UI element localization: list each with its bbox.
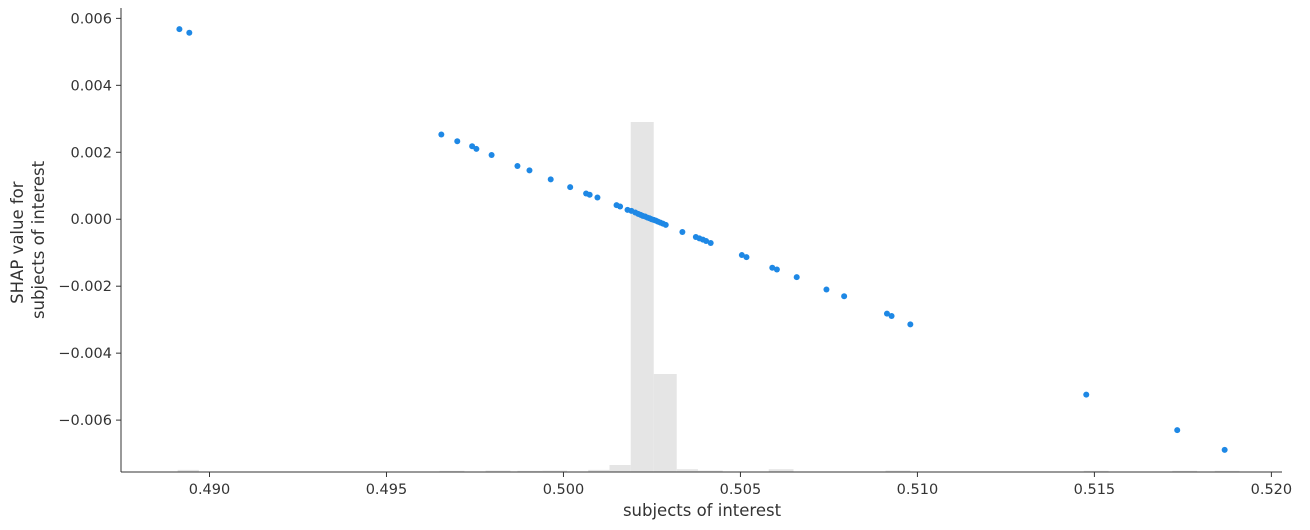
histogram-bar-13 xyxy=(1083,470,1109,472)
data-point-36 xyxy=(703,238,710,244)
scatter-points xyxy=(176,26,1228,453)
data-point-41 xyxy=(773,266,780,273)
data-point-10 xyxy=(567,184,574,191)
data-point-47 xyxy=(907,321,914,328)
data-point-7 xyxy=(514,163,521,170)
x-axis-label: subjects of interest xyxy=(623,501,782,520)
histogram-bar-2 xyxy=(485,470,511,472)
histogram-bar-6 xyxy=(609,465,631,472)
data-point-9 xyxy=(547,176,554,183)
x-tick-label-6: 0.520 xyxy=(1251,482,1293,498)
histogram-bar-3 xyxy=(517,470,543,472)
histogram-bar-7 xyxy=(630,122,654,472)
data-point-8 xyxy=(526,167,533,174)
histogram-bar-5 xyxy=(588,469,610,472)
data-point-39 xyxy=(743,254,750,261)
y-axis-label-line-2: subjects of interest xyxy=(29,160,48,319)
data-point-50 xyxy=(1221,446,1228,453)
histogram-layer xyxy=(177,122,1240,472)
y-tick-label-0: 0.006 xyxy=(70,11,112,27)
data-point-3 xyxy=(454,138,461,145)
y-axis-label-line-1: SHAP value for xyxy=(8,181,27,304)
data-point-15 xyxy=(617,203,624,210)
histogram-bar-4 xyxy=(542,470,567,472)
data-point-31 xyxy=(662,221,669,228)
data-point-12 xyxy=(586,191,593,198)
y-tick-label-1: 0.004 xyxy=(70,78,112,94)
x-tick-label-1: 0.495 xyxy=(366,482,408,498)
y-tick-label-6: −0.006 xyxy=(58,413,112,429)
histogram-bar-0 xyxy=(177,469,199,472)
y-tick-label-3: 0.000 xyxy=(70,212,112,228)
data-point-1 xyxy=(186,29,193,36)
histogram-bar-11 xyxy=(768,469,794,472)
x-tick-label-3: 0.505 xyxy=(720,482,762,498)
y-tick-label-2: 0.002 xyxy=(70,145,112,161)
x-tick-label-5: 0.515 xyxy=(1074,482,1116,498)
data-point-38 xyxy=(738,252,745,259)
histogram-bar-1 xyxy=(439,470,465,472)
data-point-37 xyxy=(707,240,714,247)
x-tick-label-0: 0.490 xyxy=(189,482,231,498)
y-tick-label-5: −0.004 xyxy=(58,346,112,362)
histogram-bar-15 xyxy=(1214,470,1240,472)
histogram-bar-10 xyxy=(697,470,723,472)
x-tick-label-4: 0.510 xyxy=(897,482,939,498)
data-point-42 xyxy=(793,274,800,281)
data-point-13 xyxy=(594,194,601,201)
histogram-bar-9 xyxy=(676,469,698,472)
data-point-40 xyxy=(769,264,776,271)
data-point-45 xyxy=(883,310,890,317)
data-point-5 xyxy=(473,145,480,152)
data-point-32 xyxy=(679,228,686,235)
histogram-bar-14 xyxy=(1172,470,1198,472)
data-point-0 xyxy=(176,26,183,33)
x-ticks: 0.490 0.495 0.500 0.505 0.510 0.515 0.520 xyxy=(189,472,1292,498)
data-point-44 xyxy=(841,293,848,300)
data-point-2 xyxy=(438,131,445,138)
histogram-bar-8 xyxy=(653,374,677,472)
data-point-46 xyxy=(888,312,895,319)
data-point-6 xyxy=(488,151,495,158)
x-tick-label-2: 0.500 xyxy=(543,482,585,498)
data-point-43 xyxy=(823,286,830,293)
data-point-49 xyxy=(1174,427,1181,434)
y-ticks: 0.006 0.004 0.002 0.000 −0.002 −0.004 −0.006 xyxy=(58,11,121,429)
y-tick-label-4: −0.002 xyxy=(58,279,112,295)
histogram-bar-12 xyxy=(885,470,911,472)
data-point-48 xyxy=(1083,391,1090,398)
y-axis-label: SHAP value for subjects of interest xyxy=(8,160,48,319)
